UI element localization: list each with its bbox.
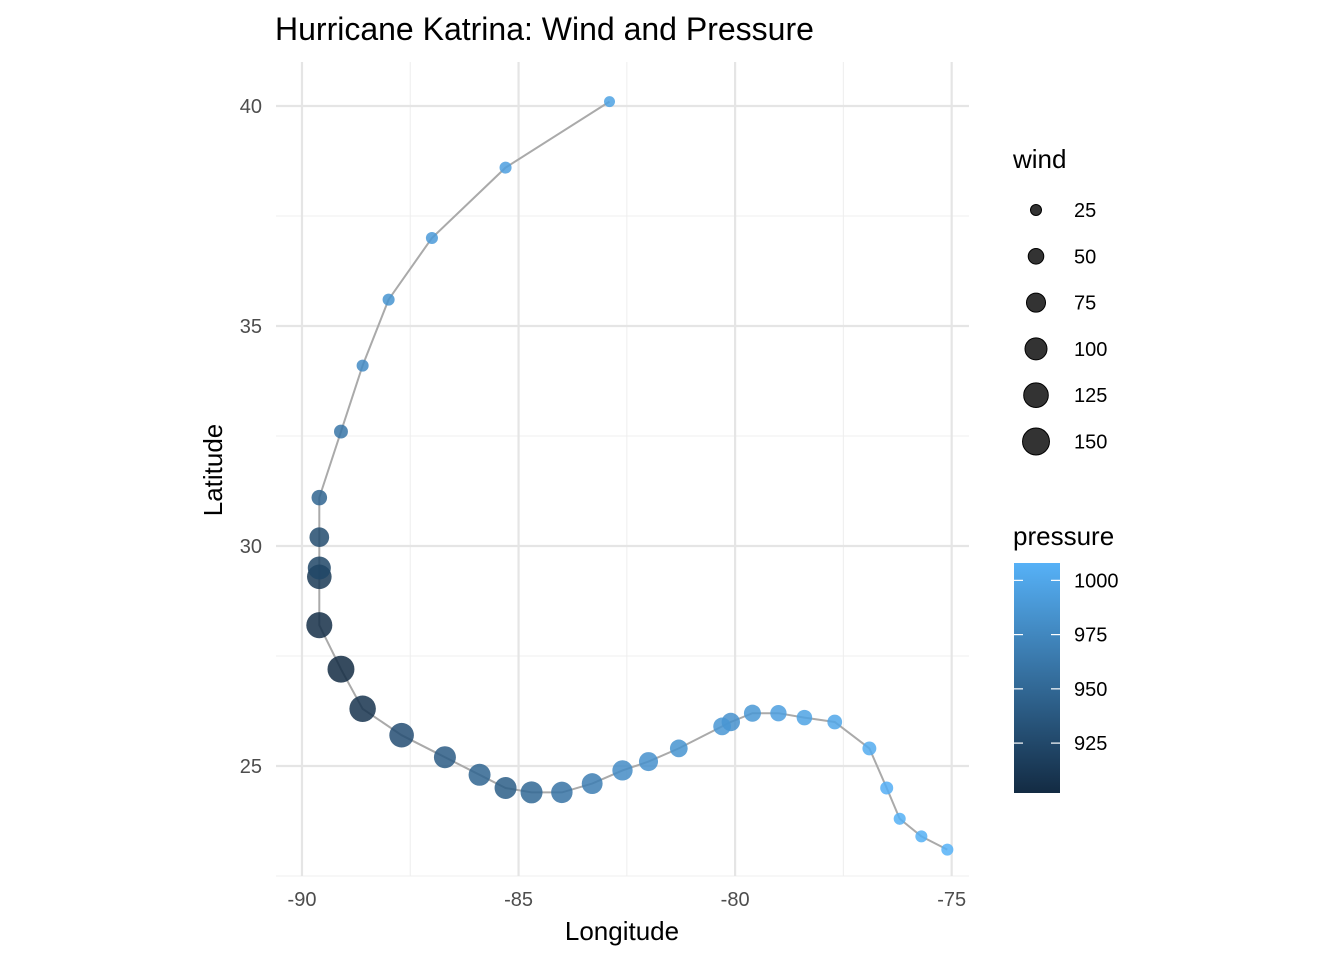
data-point: [306, 612, 333, 639]
wind-legend-title: wind: [1012, 144, 1066, 174]
chart-title: Hurricane Katrina: Wind and Pressure: [275, 11, 814, 47]
data-point: [356, 359, 369, 372]
data-point: [880, 781, 894, 795]
wind-legend-key: [1025, 292, 1047, 313]
wind-legend-key: [1027, 248, 1045, 265]
x-tick-label: -80: [721, 889, 750, 911]
data-point: [382, 293, 395, 306]
wind-legend-label: 25: [1074, 200, 1096, 222]
y-axis-ticks: 25 30 35 40: [240, 96, 262, 778]
wind-legend-label: 125: [1074, 385, 1107, 407]
data-point: [311, 489, 328, 506]
x-tick-label: -90: [288, 889, 317, 911]
pressure-legend-title: pressure: [1013, 521, 1114, 551]
wind-legend-label: 150: [1074, 432, 1107, 454]
wind-legend-key: [1022, 427, 1050, 456]
y-tick-label: 35: [240, 316, 262, 338]
data-point: [334, 424, 348, 439]
data-point: [551, 781, 573, 804]
x-axis-ticks: -90 -85 -80 -75: [288, 889, 967, 911]
data-point: [827, 714, 843, 730]
x-tick-label: -75: [937, 889, 966, 911]
wind-legend-key: [1024, 337, 1048, 361]
data-point: [425, 231, 438, 245]
y-axis-title: Latitude: [198, 424, 228, 517]
data-points: [306, 96, 954, 856]
data-point: [389, 722, 414, 748]
pressure-legend-label: 975: [1074, 625, 1107, 647]
wind-legend: wind 25 50 75 100 125 150: [1012, 144, 1107, 456]
x-axis-title: Longitude: [565, 916, 679, 946]
data-point: [349, 695, 376, 723]
data-point: [915, 830, 928, 843]
y-tick-label: 40: [240, 96, 262, 118]
grid: [276, 62, 969, 877]
data-point: [669, 739, 688, 758]
data-point: [433, 746, 456, 769]
x-tick-label: -85: [504, 889, 533, 911]
data-point: [893, 812, 906, 825]
pressure-legend-label: 950: [1074, 679, 1107, 701]
data-point: [796, 709, 813, 726]
data-point: [307, 556, 331, 580]
pressure-colorbar: [1014, 563, 1060, 793]
pressure-legend: pressure 925 950 975 1000: [1013, 521, 1119, 793]
data-point: [468, 763, 491, 786]
wind-legend-key: [1030, 204, 1042, 216]
data-point: [499, 161, 512, 174]
data-point: [327, 655, 355, 683]
y-tick-label: 30: [240, 536, 262, 558]
pressure-legend-label: 925: [1074, 733, 1107, 755]
wind-legend-label: 50: [1074, 246, 1096, 268]
data-point: [581, 773, 603, 795]
wind-legend-key: [1023, 382, 1049, 408]
data-point: [612, 760, 633, 781]
y-tick-label: 25: [240, 756, 262, 778]
data-point: [604, 96, 616, 108]
storm-track-line: [318, 100, 948, 851]
data-point: [941, 843, 954, 856]
wind-legend-label: 75: [1074, 293, 1096, 315]
data-point: [862, 741, 877, 756]
data-point: [770, 705, 787, 722]
pressure-legend-label: 1000: [1074, 570, 1119, 592]
data-point: [309, 527, 330, 548]
data-point: [743, 704, 761, 722]
data-point: [494, 777, 517, 799]
data-point: [638, 752, 659, 772]
data-point: [713, 717, 731, 736]
wind-legend-label: 100: [1074, 339, 1107, 361]
data-point: [520, 781, 543, 804]
